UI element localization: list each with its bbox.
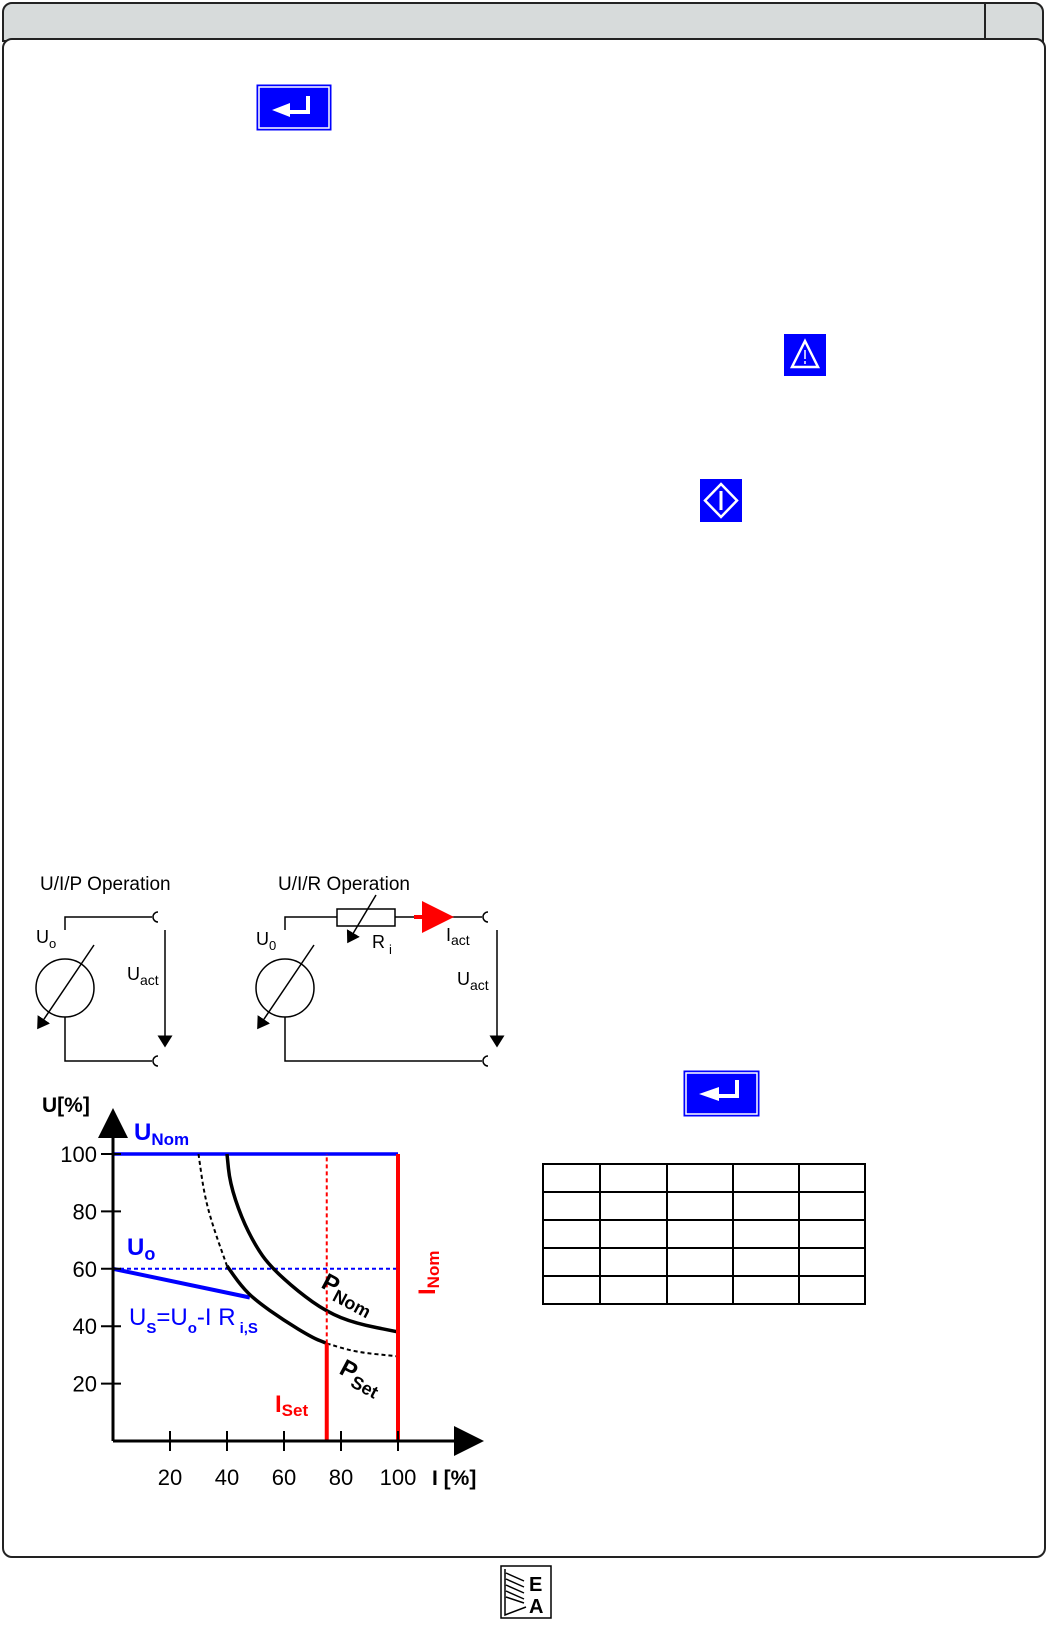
uip-circuit [35, 911, 173, 1067]
voltage-source-symbol [35, 958, 95, 1018]
uir-iact-label: Iact [446, 925, 470, 948]
ea-logo: E A [500, 1565, 552, 1619]
uir-circuit [255, 894, 505, 1067]
diamond-info-icon [700, 479, 742, 522]
uir-uact-label: Uact [457, 969, 489, 993]
svg-text:A: A [529, 1596, 543, 1618]
blank-table [542, 1163, 866, 1305]
resistor-symbol [336, 908, 396, 927]
uip-uact-label: Uact [127, 964, 159, 988]
enter-return-icon [683, 1070, 760, 1117]
uip-title: U/I/P Operation [40, 874, 171, 895]
svg-text:E: E [529, 1574, 542, 1596]
enter-return-icon [256, 84, 332, 131]
uip-u0-label: Uo [36, 927, 56, 951]
content-frame [2, 38, 1046, 1558]
uir-title: U/I/R Operation [278, 874, 410, 895]
warning-triangle-icon [784, 334, 826, 376]
circuit-diagrams: U/I/P Operation Uo Uact U/I/R Operation … [35, 874, 505, 1067]
page-header [2, 2, 1044, 42]
voltage-source-symbol [255, 958, 315, 1018]
uir-u0-label: U0 [256, 929, 276, 953]
header-divider [984, 4, 986, 40]
